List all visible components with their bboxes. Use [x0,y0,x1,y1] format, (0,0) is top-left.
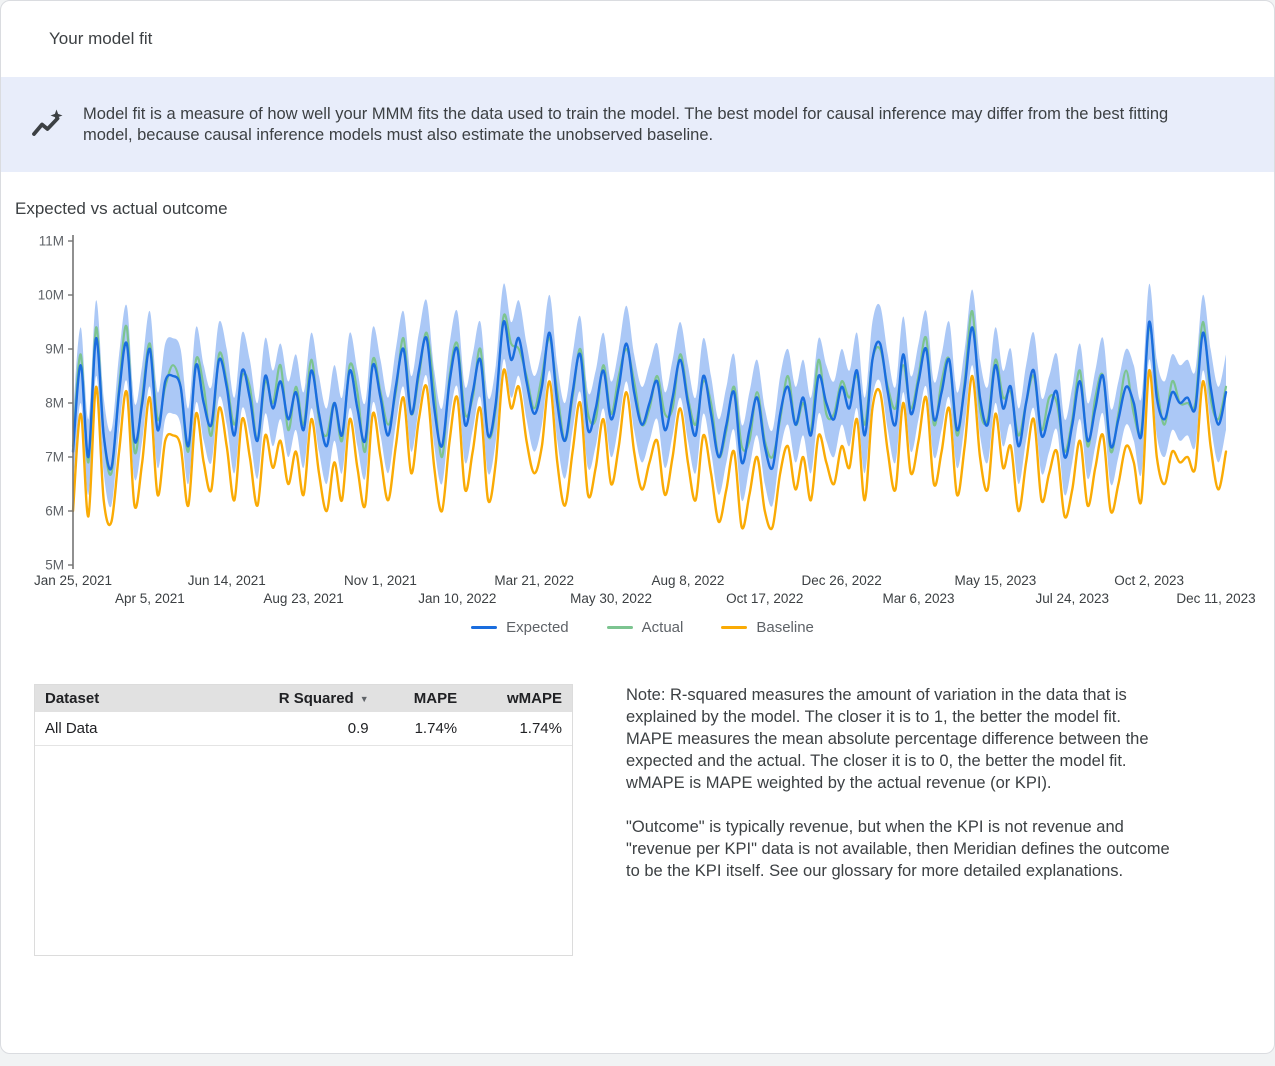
legend-label: Baseline [756,619,814,636]
banner-message: Model fit is a measure of how well your … [83,104,1169,144]
cell-r-squared: 0.9 [225,712,379,746]
legend-item-actual: Actual [606,619,684,636]
svg-text:6M: 6M [45,504,64,519]
page-title: Your model fit [49,29,153,48]
model-fit-chart: 5M 6M 7M 8M 9M 10M 11M Jan 25, 2021 Apr 5, 2021 J… [11,229,1274,637]
svg-text:8M: 8M [45,396,64,411]
svg-text:Oct 17, 2022: Oct 17, 2022 [726,591,803,606]
svg-text:Mar 21, 2022: Mar 21, 2022 [494,573,574,588]
table-header-row: Dataset R Squared ▼ MAPE wMAPE [35,685,572,712]
info-banner: Model fit is a measure of how well your … [1,77,1274,172]
table-row: All Data 0.9 1.74% 1.74% [35,712,572,746]
svg-text:Dec 11, 2023: Dec 11, 2023 [1176,591,1255,606]
svg-text:Oct 2, 2023: Oct 2, 2023 [1114,573,1184,588]
chart-legend: Expected Actual Baseline [11,619,1274,636]
metrics-table-container: Dataset R Squared ▼ MAPE wMAPE All Data 0… [34,684,573,956]
header-dataset: Dataset [35,685,225,712]
header-wmape: wMAPE [467,685,572,712]
svg-text:May 30, 2022: May 30, 2022 [570,591,652,606]
legend-label: Actual [641,619,684,636]
metrics-section: Dataset R Squared ▼ MAPE wMAPE All Data 0… [34,684,1274,956]
note-paragraph-2: "Outcome" is typically revenue, but when… [626,818,1170,880]
trend-sparkle-icon [25,107,69,143]
svg-text:7M: 7M [45,450,64,465]
svg-text:Mar 6, 2023: Mar 6, 2023 [883,591,955,606]
header-mape: MAPE [378,685,468,712]
svg-text:Aug 23, 2021: Aug 23, 2021 [263,591,343,606]
svg-text:Dec 26, 2022: Dec 26, 2022 [802,573,882,588]
svg-text:Jul 24, 2023: Jul 24, 2023 [1035,591,1109,606]
legend-item-expected: Expected [471,619,569,636]
page-header: Your model fit [1,1,1274,77]
cell-mape: 1.74% [378,712,468,746]
svg-text:11M: 11M [39,234,64,249]
sort-descending-arrow[interactable]: ▼ [359,694,369,704]
svg-text:9M: 9M [45,342,64,357]
chart-section-title: Expected vs actual outcome [15,199,228,218]
explanatory-note: Note: R-squared measures the amount of v… [626,684,1171,904]
svg-text:Nov 1, 2021: Nov 1, 2021 [344,573,417,588]
svg-text:5M: 5M [45,558,64,573]
actual-line-swatch [606,626,633,629]
legend-label: Expected [506,619,569,636]
cell-dataset: All Data [35,712,225,746]
legend-item-baseline: Baseline [721,619,814,636]
metrics-table: Dataset R Squared ▼ MAPE wMAPE All Data 0… [35,685,572,746]
cell-wmape: 1.74% [467,712,572,746]
header-r-squared[interactable]: R Squared ▼ [225,685,379,712]
note-paragraph-1: Note: R-squared measures the amount of v… [626,686,1149,792]
baseline-line-swatch [721,626,748,629]
svg-text:May 15, 2023: May 15, 2023 [954,573,1036,588]
svg-text:Aug 8, 2022: Aug 8, 2022 [652,573,725,588]
svg-text:Jun 14, 2021: Jun 14, 2021 [188,573,266,588]
svg-text:Apr 5, 2021: Apr 5, 2021 [115,591,185,606]
expected-line-swatch [471,626,498,629]
svg-text:Jan 10, 2022: Jan 10, 2022 [418,591,496,606]
svg-text:Jan 25, 2021: Jan 25, 2021 [34,573,112,588]
svg-text:10M: 10M [38,288,64,303]
